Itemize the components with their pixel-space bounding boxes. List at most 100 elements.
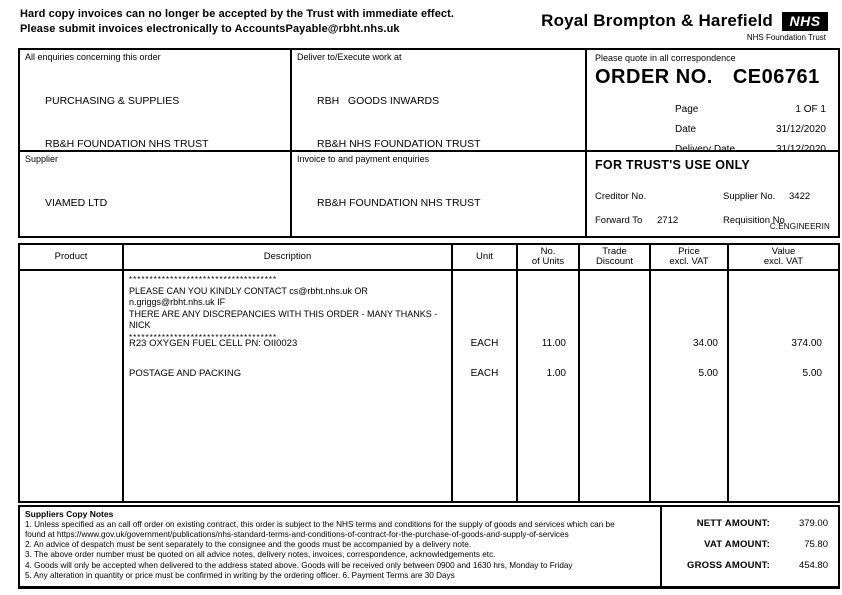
gross-amount-label: GROSS AMOUNT: [687, 560, 770, 571]
items-table-body: ************************************ PLE… [20, 271, 838, 501]
trust-subtitle: NHS Foundation Trust [746, 33, 826, 42]
note-line: 1. Unless specified as an call off order… [25, 519, 615, 529]
item-unit: EACH [470, 368, 499, 379]
gross-amount-value: 454.80 [798, 560, 828, 571]
quote-label: Please quote in all correspondence [595, 53, 736, 63]
header-product: Product [20, 245, 124, 269]
note-line: 5. Any alteration in quantity or price m… [25, 570, 455, 580]
header-product-label: Product [54, 250, 88, 262]
column-price-excl-vat: 34.00 5.00 [651, 271, 729, 501]
message-separator: ************************************ [129, 332, 278, 342]
enquiries-label: All enquiries concerning this order [25, 52, 161, 62]
delivery-date-label: Delivery Date [675, 144, 736, 152]
note-line: found at https://www.gov.uk/government/p… [25, 529, 569, 539]
note-line: 3. The above order number must be quoted… [25, 550, 496, 560]
requisition-no-label: Requisition No [723, 215, 785, 226]
vat-amount-row: VAT AMOUNT: 75.80 [668, 539, 828, 550]
order-number: CE06761 [732, 66, 820, 88]
supplier-no-label: Supplier No. [723, 191, 776, 202]
header-no-of-units: No. of Units [518, 245, 580, 269]
order-message: ************************************ PLE… [129, 274, 449, 343]
invoice-to-label: Invoice to and payment enquiries [297, 154, 430, 164]
items-table-header: Product Description Unit No. of Units Tr… [20, 245, 838, 271]
item-units: 1.00 [546, 368, 566, 379]
forward-to-label: Forward To [595, 215, 643, 226]
address-line: PURCHASING & SUPPLIES [45, 95, 180, 108]
header-price-excl-vat: Price excl. VAT [651, 245, 729, 269]
header-trade-discount: Trade Discount [580, 245, 651, 269]
header-discount-line1: Trade [602, 245, 627, 257]
column-no-of-units: 11.00 1.00 [518, 271, 580, 501]
nhs-logo-icon: NHS [782, 11, 828, 31]
gross-amount-row: GROSS AMOUNT: 454.80 [668, 560, 828, 571]
deliver-to-label: Deliver to/Execute work at [297, 52, 402, 62]
trust-use-box: FOR TRUST'S USE ONLY Creditor No. Suppli… [587, 152, 838, 236]
page-value: 1 OF 1 [795, 104, 826, 115]
deliver-to-address: RBH GOODS INWARDS RB&H NHS FOUNDATION TR… [317, 66, 580, 151]
header-units-line2: of Units [531, 256, 565, 267]
notice-line-2: Please submit invoices electronically to… [20, 22, 400, 35]
date-label: Date [675, 124, 697, 135]
item-description: R23 OXYGEN FUEL CELL PN: OII0023 [129, 338, 298, 349]
trust-name: Royal Brompton & Harefield [541, 11, 773, 30]
header-description-label: Description [263, 250, 312, 262]
delivery-date-value: 31/12/2020 [775, 144, 826, 152]
department-code: C.ENGINEERIN [769, 222, 830, 231]
item-description: POSTAGE AND PACKING [129, 368, 242, 379]
supplier-address: VIAMED LTD 13 STATION ROAD CROSS HILLS K… [45, 168, 285, 236]
item-unit: EACH [470, 338, 499, 349]
address-line: RB&H FOUNDATION NHS TRUST [317, 197, 481, 210]
column-value-excl-vat: 374.00 5.00 [729, 271, 838, 501]
header-price-line1: Price [678, 245, 700, 257]
item-value: 374.00 [791, 338, 822, 349]
hard-copy-notice: Hard copy invoices can no longer be acce… [20, 7, 454, 36]
enquiries-address: PURCHASING & SUPPLIES RB&H FOUNDATION NH… [45, 66, 285, 151]
supplier-label: Supplier [25, 154, 59, 164]
date-value: 31/12/2020 [775, 124, 826, 135]
address-line: RBH GOODS INWARDS [317, 95, 440, 108]
header-value-excl-vat: Value excl. VAT [729, 245, 838, 269]
message-line: THERE ARE ANY DISCREPANCIES WITH THIS OR… [129, 308, 438, 331]
forward-to-value: 2712 [657, 215, 679, 226]
nett-amount-label: NETT AMOUNT: [696, 518, 770, 529]
item-value: 5.00 [802, 368, 822, 379]
header-price-line2: excl. VAT [669, 256, 709, 267]
address-line: RB&H NHS FOUNDATION TRUST [317, 138, 481, 151]
totals-box: NETT AMOUNT: 379.00 VAT AMOUNT: 75.80 GR… [660, 507, 838, 586]
column-description: ************************************ PLE… [124, 271, 453, 501]
message-separator: ************************************ [129, 275, 278, 284]
supplier-copy-notes: Suppliers Copy Notes 1. Unless specified… [25, 509, 661, 581]
item-price: 34.00 [692, 338, 718, 349]
order-meta: Page 1 OF 1 Date 31/12/2020 Delivery Dat… [595, 100, 830, 152]
note-line: 2. An advice of despatch must be sent se… [25, 540, 472, 550]
vat-amount-value: 75.80 [804, 539, 828, 550]
header-unit: Unit [453, 245, 518, 269]
supplier-box: Supplier VIAMED LTD 13 STATION ROAD CROS… [20, 152, 292, 236]
message-line: PLEASE CAN YOU KINDLY CONTACT cs@rbht.nh… [129, 285, 368, 308]
column-trade-discount [580, 271, 651, 501]
supplier-no-value: 3422 [789, 191, 811, 202]
invoice-to-address: RB&H FOUNDATION NHS TRUST HAREFIELD HOSP… [317, 168, 580, 236]
order-no-label: ORDER NO. [595, 66, 713, 88]
enquiries-box: All enquiries concerning this order PURC… [20, 50, 292, 152]
order-number-box: Please quote in all correspondence ORDER… [587, 50, 838, 152]
address-line: RB&H FOUNDATION NHS TRUST [45, 138, 209, 151]
item-price: 5.00 [698, 368, 718, 379]
footer-box: Suppliers Copy Notes 1. Unless specified… [18, 505, 840, 589]
header-units-line1: No. [540, 245, 556, 257]
page-label: Page [675, 104, 699, 115]
item-units: 11.00 [541, 338, 566, 349]
header-unit-label: Unit [476, 250, 493, 262]
header-value-line2: excl. VAT [763, 256, 804, 267]
header-discount-line2: Discount [596, 256, 633, 267]
trust-use-title: FOR TRUST'S USE ONLY [595, 158, 751, 172]
column-unit: EACH EACH [453, 271, 518, 501]
order-info-grid: All enquiries concerning this order PURC… [18, 48, 840, 238]
creditor-no-label: Creditor No. [595, 191, 647, 202]
vat-amount-label: VAT AMOUNT: [704, 539, 770, 550]
trust-branding: Royal Brompton & Harefield NHS NHS Found… [541, 11, 828, 42]
items-table: Product Description Unit No. of Units Tr… [18, 243, 840, 503]
notice-line-1: Hard copy invoices can no longer be acce… [20, 8, 455, 20]
invoice-to-box: Invoice to and payment enquiries RB&H FO… [292, 152, 587, 236]
